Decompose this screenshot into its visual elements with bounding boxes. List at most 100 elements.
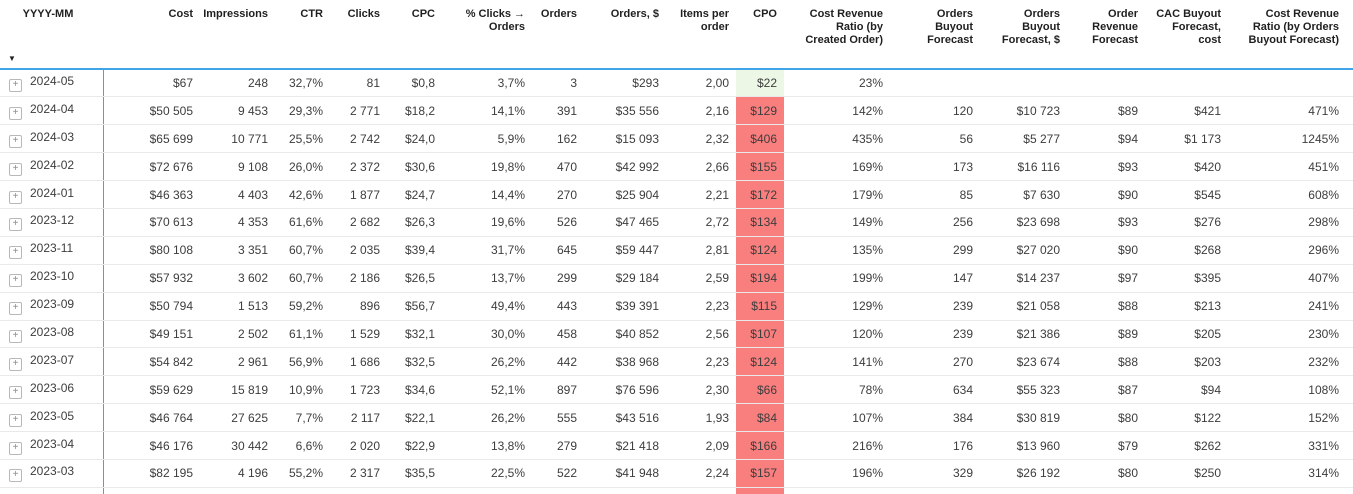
expand-icon[interactable]: + [9, 106, 22, 120]
cell-cost-revenue-ratio-created: 179% [784, 180, 890, 209]
cell-impressions: 4 353 [200, 208, 275, 237]
cell-orders-buyout-forecast-usd: $7 630 [980, 180, 1067, 209]
expand-icon[interactable]: + [9, 441, 22, 455]
column-header-yyyy-mm[interactable]: YYYY-MM ▼ [0, 0, 103, 70]
column-header-orders[interactable]: Orders [532, 0, 584, 70]
table-row[interactable]: +2023-05 $46 764 27 625 7,7% 2 117 $22,1 26,2%… [0, 403, 1353, 433]
row-month-label: 2023-11 [30, 241, 74, 256]
cell-cost-revenue-ratio-buyout [1228, 487, 1353, 494]
expand-icon[interactable]: + [9, 190, 22, 204]
cell-cost: $54 842 [103, 347, 200, 377]
cell-cost-revenue-ratio-buyout: 296% [1228, 236, 1353, 265]
column-header-cpo[interactable]: CPO [736, 0, 784, 70]
cell-yyyy-mm: +2023-05 [0, 403, 104, 433]
expand-icon[interactable]: + [9, 469, 22, 483]
column-header-cpc[interactable]: CPC [387, 0, 442, 70]
table-row[interactable]: +2023-12 $70 613 4 353 61,6% 2 682 $26,3 19,6%… [0, 208, 1353, 237]
cell-orders: 522 [532, 459, 584, 488]
cell-orders-buyout-forecast: 329 [890, 459, 980, 488]
table-row[interactable]: +2024-01 $46 363 4 403 42,6% 1 877 $24,7 14,4%… [0, 180, 1353, 209]
chevron-down-icon[interactable]: ▼ [8, 54, 16, 63]
cell-cac-buyout-forecast-cost: $395 [1145, 264, 1228, 293]
cell-order-revenue-forecast: $80 [1067, 459, 1145, 488]
expand-icon[interactable]: + [9, 357, 22, 371]
cell-pct-clicks-orders [442, 487, 532, 494]
column-header-clicks[interactable]: Clicks [330, 0, 387, 70]
cell-items-per-order: 2,66 [666, 152, 736, 182]
cell-yyyy-mm: +2024-02 [0, 152, 104, 182]
cell-cpc: $32,5 [387, 347, 442, 377]
cell-cost-revenue-ratio-buyout: 331% [1228, 431, 1353, 460]
column-header-ctr[interactable]: CTR [275, 0, 330, 70]
cell-ctr: 25,5% [275, 124, 330, 154]
cell-cpo: $406 [736, 124, 784, 154]
cell-impressions: 4 196 [200, 459, 275, 488]
row-month-label: 2023-09 [30, 297, 75, 312]
cell-impressions: 10 771 [200, 124, 275, 154]
cell-orders: 470 [532, 152, 584, 182]
expand-icon[interactable]: + [9, 218, 22, 232]
column-header-cost-revenue-ratio-created[interactable]: Cost Revenue Ratio (by Created Order) [784, 0, 890, 70]
table-row[interactable]: +2023-08 $49 151 2 502 61,1% 1 529 $32,1 30,0%… [0, 320, 1353, 349]
expand-icon[interactable]: + [9, 246, 22, 260]
cell-orders-buyout-forecast: 256 [890, 208, 980, 237]
table-row[interactable]: +2024-03 $65 699 10 771 25,5% 2 742 $24,0 5,9%… [0, 124, 1353, 154]
cell-order-revenue-forecast: $79 [1067, 431, 1145, 460]
column-header-pct-clicks-orders[interactable]: % Clicks → Orders [442, 0, 532, 70]
row-month-label: 2023-07 [30, 352, 75, 367]
table-row[interactable]: +2023-06 $59 629 15 819 10,9% 1 723 $34,6 52,1… [0, 375, 1353, 405]
table-row[interactable]: +2023-11 $80 108 3 351 60,7% 2 035 $39,4 31,7%… [0, 236, 1353, 265]
table-row[interactable]: +2023-03 $82 195 4 196 55,2% 2 317 $35,5 22,5%… [0, 459, 1353, 488]
cell-ctr: 26,0% [275, 152, 330, 182]
expand-icon[interactable]: + [9, 274, 22, 288]
row-month-label: 2023-08 [30, 324, 75, 339]
cell-orders-buyout-forecast: 239 [890, 292, 980, 321]
cell-cpc: $35,5 [387, 459, 442, 488]
column-header-label: Orders Buyout Forecast, $ [1001, 8, 1060, 46]
cell-cost-revenue-ratio-created: 135% [784, 236, 890, 265]
column-header-label: Clicks [347, 8, 380, 20]
cell-impressions: 3 351 [200, 236, 275, 265]
cell-orders-buyout-forecast [890, 69, 980, 98]
table-row[interactable]: +2023-04 $46 176 30 442 6,6% 2 020 $22,9 13,8%… [0, 431, 1353, 460]
cell-clicks: 2 317 [330, 459, 387, 488]
cell-impressions: 248 [200, 69, 275, 98]
table-row[interactable]: +2024-05 $67 248 32,7% 81 $0,8 3,7% 3 $293 2,00 $2… [0, 69, 1353, 98]
expand-icon[interactable]: + [9, 385, 22, 399]
column-header-orders-buyout-forecast[interactable]: Orders Buyout Forecast [890, 0, 980, 70]
cell-clicks: 2 020 [330, 431, 387, 460]
cell-clicks: 2 771 [330, 96, 387, 126]
column-header-cost-revenue-ratio-buyout[interactable]: Cost Revenue Ratio (by Orders Buyout For… [1228, 0, 1353, 70]
table-row[interactable]: +2024-02 $72 676 9 108 26,0% 2 372 $30,6 19,8%… [0, 152, 1353, 182]
expand-icon[interactable]: + [9, 162, 22, 176]
table-row[interactable]: +2023-07 $54 842 2 961 56,9% 1 686 $32,5 26,2%… [0, 347, 1353, 377]
expand-icon[interactable]: + [9, 134, 22, 148]
cell-cost-revenue-ratio-buyout: 407% [1228, 264, 1353, 293]
table-row[interactable]: +2023-10 $57 932 3 602 60,7% 2 186 $26,5 13,7%… [0, 264, 1353, 293]
column-header-items-per-order[interactable]: Items per order [666, 0, 736, 70]
column-header-cost[interactable]: Cost [103, 0, 200, 70]
expand-icon[interactable]: + [9, 413, 22, 427]
column-header-orders-buyout-forecast-usd[interactable]: Orders Buyout Forecast, $ [980, 0, 1067, 70]
cell-orders: 555 [532, 403, 584, 433]
expand-icon[interactable]: + [9, 329, 22, 343]
column-header-cac-buyout-forecast-cost[interactable]: CAC Buyout Forecast, cost [1145, 0, 1228, 70]
cell-yyyy-mm: +2023-09 [0, 292, 104, 321]
cell-cpo: $155 [736, 152, 784, 182]
table-row[interactable]: +2024-04 $50 505 9 453 29,3% 2 771 $18,2 14,1%… [0, 96, 1353, 126]
expand-icon[interactable]: + [9, 302, 22, 316]
column-header-orders-usd[interactable]: Orders, $ [584, 0, 666, 70]
cell-orders-buyout-forecast-usd: $13 960 [980, 431, 1067, 460]
column-header-label: YYYY-MM [22, 8, 74, 20]
table-row-partial[interactable] [0, 487, 1353, 494]
cell-cpc: $26,5 [387, 264, 442, 293]
column-header-impressions[interactable]: Impressions [200, 0, 275, 70]
cell-cpc: $30,6 [387, 152, 442, 182]
table-row[interactable]: +2023-09 $50 794 1 513 59,2% 896 $56,7 49,4% 44… [0, 292, 1353, 321]
column-header-label: CPO [753, 8, 777, 20]
cell-impressions [200, 487, 275, 494]
column-header-order-revenue-forecast[interactable]: Order Revenue Forecast [1067, 0, 1145, 70]
cell-orders: 3 [532, 69, 584, 98]
cell-cost: $46 764 [103, 403, 200, 433]
expand-icon[interactable]: + [9, 79, 22, 93]
